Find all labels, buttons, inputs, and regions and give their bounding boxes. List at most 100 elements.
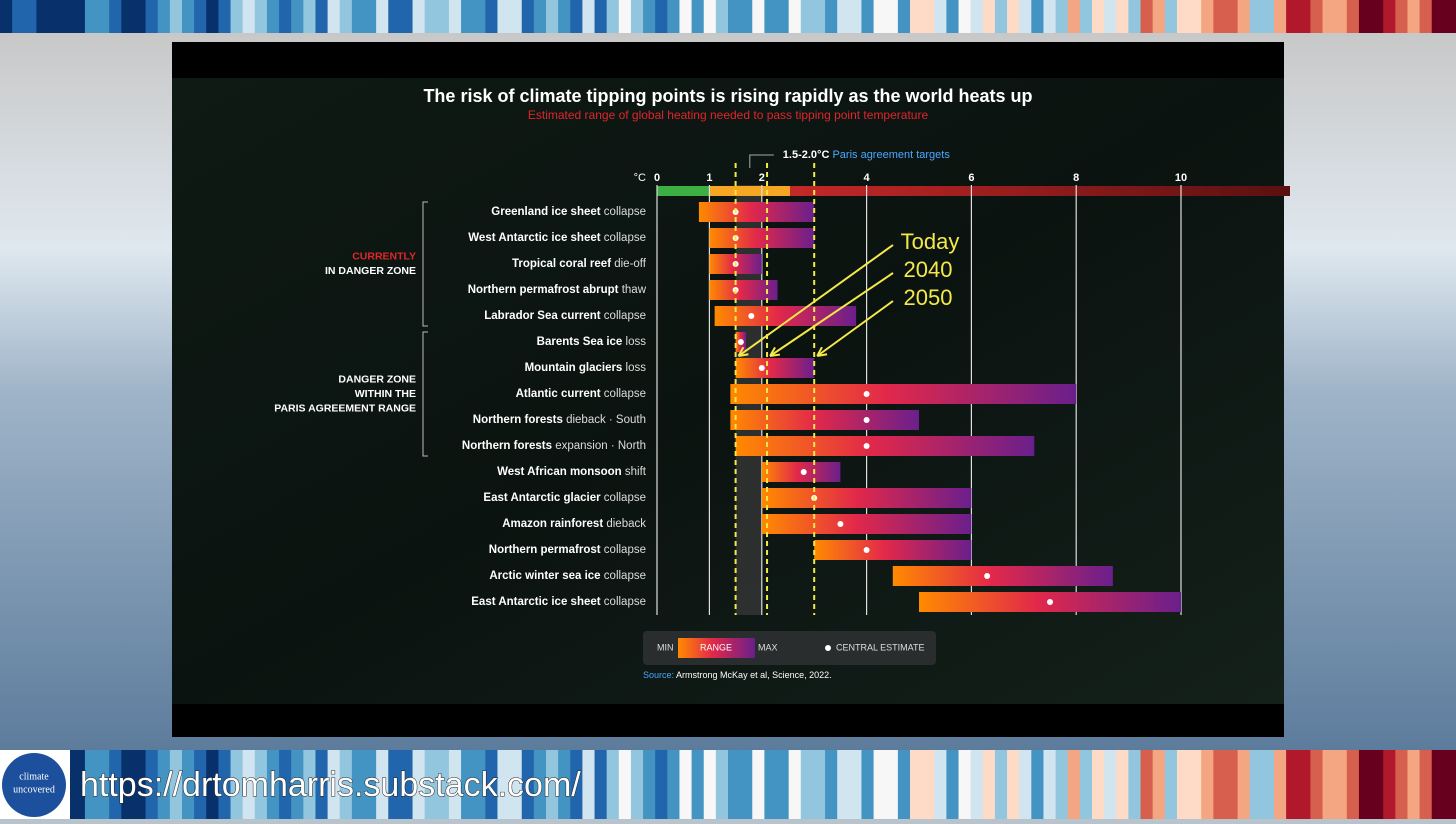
stripe bbox=[521, 0, 535, 33]
legend-dot bbox=[825, 645, 831, 651]
x-tick-label: 8 bbox=[1073, 172, 1079, 184]
stripe bbox=[279, 0, 292, 33]
stripe bbox=[570, 750, 583, 819]
stripe bbox=[509, 0, 523, 33]
stripe bbox=[715, 0, 729, 33]
stripe bbox=[194, 0, 207, 33]
stripe bbox=[1031, 750, 1044, 819]
central-estimate bbox=[758, 365, 765, 371]
category-label: Northern permafrost abrupt thaw bbox=[468, 284, 647, 296]
stripe bbox=[1043, 750, 1057, 819]
stripe bbox=[1079, 750, 1093, 819]
paris-range: 1.5-2.0°C bbox=[783, 149, 830, 161]
category-name: East Antarctic ice sheet bbox=[471, 596, 600, 608]
paris-note: Paris agreement targets bbox=[832, 149, 950, 161]
stripe bbox=[60, 0, 74, 33]
stripe bbox=[800, 750, 814, 819]
stripe bbox=[485, 750, 498, 819]
stripe bbox=[837, 0, 850, 33]
stripe bbox=[1431, 0, 1445, 33]
scale-strip bbox=[790, 186, 1290, 196]
stripe bbox=[1249, 0, 1263, 33]
stripe bbox=[812, 750, 826, 819]
stripe bbox=[1395, 0, 1408, 33]
stripe bbox=[230, 0, 244, 33]
category-detail: collapse bbox=[604, 596, 646, 608]
stripe bbox=[1055, 0, 1069, 33]
central-estimate bbox=[863, 391, 870, 397]
stripe bbox=[703, 750, 717, 819]
stripe bbox=[0, 0, 13, 33]
stripe bbox=[982, 0, 996, 33]
group-bracket bbox=[422, 331, 428, 457]
stripe bbox=[776, 750, 790, 819]
stripe bbox=[1298, 0, 1311, 33]
category-label: Atlantic current collapse bbox=[516, 388, 646, 400]
stripe bbox=[145, 750, 159, 819]
range-bar bbox=[761, 488, 972, 508]
chart-subtitle: Estimated range of global heating needed… bbox=[528, 108, 929, 122]
stripe bbox=[1237, 750, 1251, 819]
stripe bbox=[388, 0, 401, 33]
stripe bbox=[1407, 750, 1421, 819]
stripe bbox=[582, 750, 596, 819]
category-label: Arctic winter sea ice collapse bbox=[489, 570, 646, 582]
stripe bbox=[715, 750, 729, 819]
stripe bbox=[412, 750, 426, 819]
category-label: Tropical coral reef die-off bbox=[512, 258, 647, 270]
central-estimate bbox=[863, 547, 870, 553]
source-prefix: Source: bbox=[643, 670, 674, 680]
stripe bbox=[133, 0, 147, 33]
stripe bbox=[910, 750, 923, 819]
stripe bbox=[740, 750, 753, 819]
stripe bbox=[861, 750, 875, 819]
marker-arrow bbox=[816, 300, 894, 357]
central-estimate bbox=[748, 313, 755, 319]
marker-arrowhead bbox=[769, 346, 781, 357]
stripe bbox=[1346, 750, 1360, 819]
stripe bbox=[558, 750, 571, 819]
category-detail: collapse bbox=[604, 206, 646, 218]
legend-central: CENTRAL ESTIMATE bbox=[836, 642, 925, 652]
stripe bbox=[533, 750, 547, 819]
stripe bbox=[254, 750, 268, 819]
stripe bbox=[606, 750, 620, 819]
stripe bbox=[473, 0, 486, 33]
category-detail: shift bbox=[625, 466, 647, 478]
stripe bbox=[1128, 0, 1142, 33]
stripe bbox=[546, 0, 559, 33]
stripe bbox=[800, 0, 814, 33]
stripe bbox=[1346, 0, 1360, 33]
stripe bbox=[703, 0, 717, 33]
stripe bbox=[291, 750, 304, 819]
stripe bbox=[24, 0, 37, 33]
stripe bbox=[1310, 0, 1324, 33]
stripe bbox=[1274, 0, 1287, 33]
stripe bbox=[303, 0, 316, 33]
category-detail: loss bbox=[626, 336, 647, 348]
stripe bbox=[861, 0, 875, 33]
stripe bbox=[982, 750, 996, 819]
stripe bbox=[1261, 750, 1275, 819]
category-name: Northern forests bbox=[462, 440, 552, 452]
range-bar bbox=[709, 280, 778, 300]
stripe bbox=[400, 750, 414, 819]
stripe bbox=[315, 750, 329, 819]
source: Source: Armstrong McKay et al, Science, … bbox=[643, 670, 832, 680]
stripe bbox=[825, 750, 838, 819]
category-label: Labrador Sea current collapse bbox=[484, 310, 646, 322]
central-estimate bbox=[800, 469, 807, 475]
stripe bbox=[970, 750, 984, 819]
stripe bbox=[497, 0, 511, 33]
stripe bbox=[266, 0, 280, 33]
stripe bbox=[242, 750, 256, 819]
category-label: Northern forests expansion · North bbox=[462, 440, 646, 452]
stripe bbox=[643, 750, 656, 819]
marker-label: Today bbox=[901, 229, 960, 254]
stripe bbox=[655, 750, 668, 819]
stripe bbox=[946, 750, 960, 819]
stripe bbox=[339, 750, 353, 819]
stripe bbox=[1007, 750, 1020, 819]
stripe bbox=[594, 750, 608, 819]
stripe bbox=[109, 0, 122, 33]
